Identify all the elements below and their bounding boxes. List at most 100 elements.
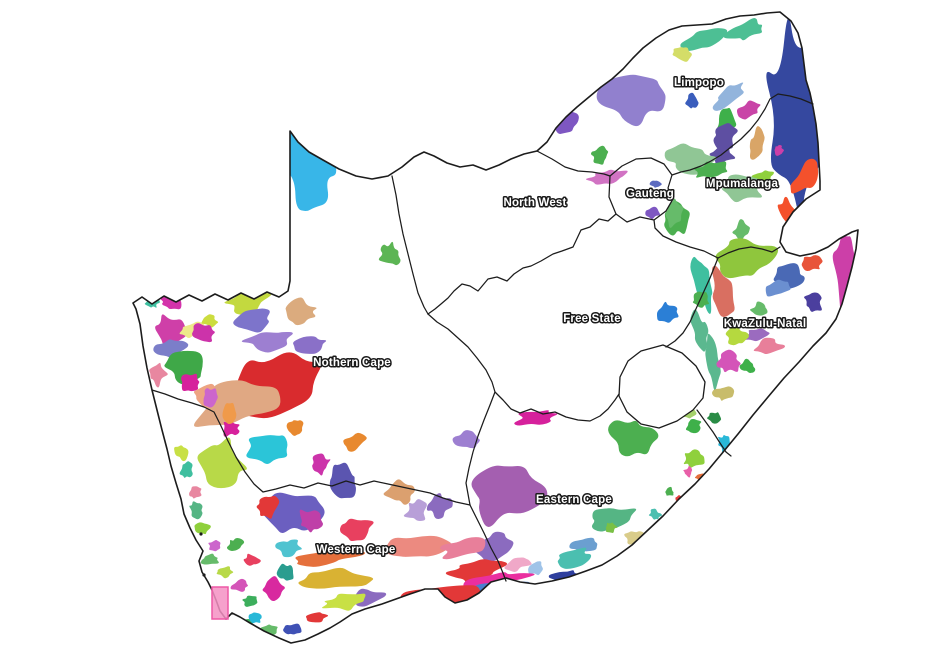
region-patch (262, 576, 285, 602)
region-patch (712, 82, 744, 111)
region-patch (242, 595, 258, 607)
region-patch (203, 388, 218, 408)
province-border-line (653, 219, 719, 259)
region-patch (739, 358, 756, 373)
region-patch (385, 535, 452, 557)
region-patch (286, 420, 304, 436)
province-border-line (665, 257, 719, 348)
island-dot (199, 532, 203, 536)
province-borders (151, 93, 814, 582)
province-border-line (391, 175, 429, 315)
region-patch (680, 28, 728, 52)
region-patch (216, 566, 234, 579)
region-patch (707, 412, 722, 424)
region-patch (246, 435, 288, 464)
province-border-line (608, 157, 674, 223)
region-patch (713, 123, 738, 150)
region-patch (378, 241, 401, 266)
region-patch (557, 547, 592, 569)
region-patch (276, 563, 294, 581)
region-patch (208, 539, 221, 552)
region-patch (715, 238, 779, 279)
province-label-western-cape: Western Cape (317, 544, 396, 556)
province-labels: Limpopo North West Gauteng Mpumalanga Free S… (312, 76, 808, 558)
region-patch (312, 453, 331, 476)
region-patch (343, 432, 367, 452)
region-patch (744, 328, 770, 342)
province-border-line (536, 150, 611, 177)
region-patch (569, 537, 598, 554)
province-border-line (717, 246, 781, 259)
region-patch (149, 362, 168, 388)
province-border-line (671, 93, 814, 176)
region-patch (174, 445, 189, 462)
province-label-nothern-cape: Nothern Cape (313, 357, 391, 369)
region-patch (474, 531, 514, 562)
region-patch (298, 567, 374, 589)
region-patch (751, 170, 774, 182)
province-label-eastern-cape: Eastern Cape (536, 494, 612, 506)
region-patch (749, 126, 765, 160)
region-patch (685, 92, 699, 109)
region-patch (765, 279, 791, 297)
region-patch (189, 501, 203, 520)
region-patch (440, 537, 486, 560)
region-patch (194, 522, 211, 535)
region-patch (275, 539, 302, 558)
region-patch (665, 198, 684, 228)
region-patch (155, 314, 187, 350)
region-patch (694, 161, 728, 178)
region-patch (445, 559, 508, 585)
region-patch (322, 593, 366, 611)
region-patch (725, 326, 749, 346)
region-patch (201, 314, 219, 328)
region-patch (716, 349, 741, 373)
region-patch (690, 309, 709, 352)
region-patch (383, 479, 415, 505)
region-patch (520, 583, 534, 596)
region-patch (528, 561, 543, 576)
province-label-free-state: Free State (563, 313, 621, 325)
region-patch (248, 612, 262, 624)
province-label-mpumalanga: Mpumalanga (706, 178, 779, 190)
region-patch (181, 373, 200, 392)
region-patch (192, 323, 215, 343)
region-patch (656, 301, 679, 323)
region-patch (749, 301, 768, 316)
region-patch (712, 265, 735, 317)
region-patch (608, 420, 659, 457)
national-border-outline (132, 11, 859, 644)
region-patch (260, 624, 278, 635)
island-dot (202, 573, 206, 577)
region-patch (596, 74, 666, 127)
region-patch (585, 169, 628, 185)
region-patch (672, 47, 692, 62)
region-patch (753, 337, 786, 355)
region-patch (189, 486, 202, 499)
province-label-gauteng: Gauteng (626, 188, 674, 200)
province-border-line (696, 409, 732, 457)
cape-peninsula-marker (211, 586, 229, 620)
region-patch (222, 402, 237, 424)
region-patch (648, 508, 663, 520)
region-patch (226, 537, 245, 552)
region-patch (732, 219, 750, 241)
province-border-line (151, 389, 471, 506)
region-patch (285, 297, 317, 326)
region-patch (831, 224, 845, 237)
region-patch (649, 180, 662, 188)
region-patch (243, 553, 261, 566)
region-patch (685, 419, 702, 434)
region-patch (591, 508, 637, 532)
region-patch (705, 333, 721, 391)
province-label-limpopo: Limpopo (674, 77, 724, 89)
region-patch (223, 419, 240, 437)
region-patch (283, 623, 302, 635)
province-border-line (427, 213, 617, 315)
region-patch (504, 557, 532, 572)
region-patch (712, 386, 735, 401)
region-patch (801, 255, 823, 272)
region-patch (153, 339, 189, 360)
